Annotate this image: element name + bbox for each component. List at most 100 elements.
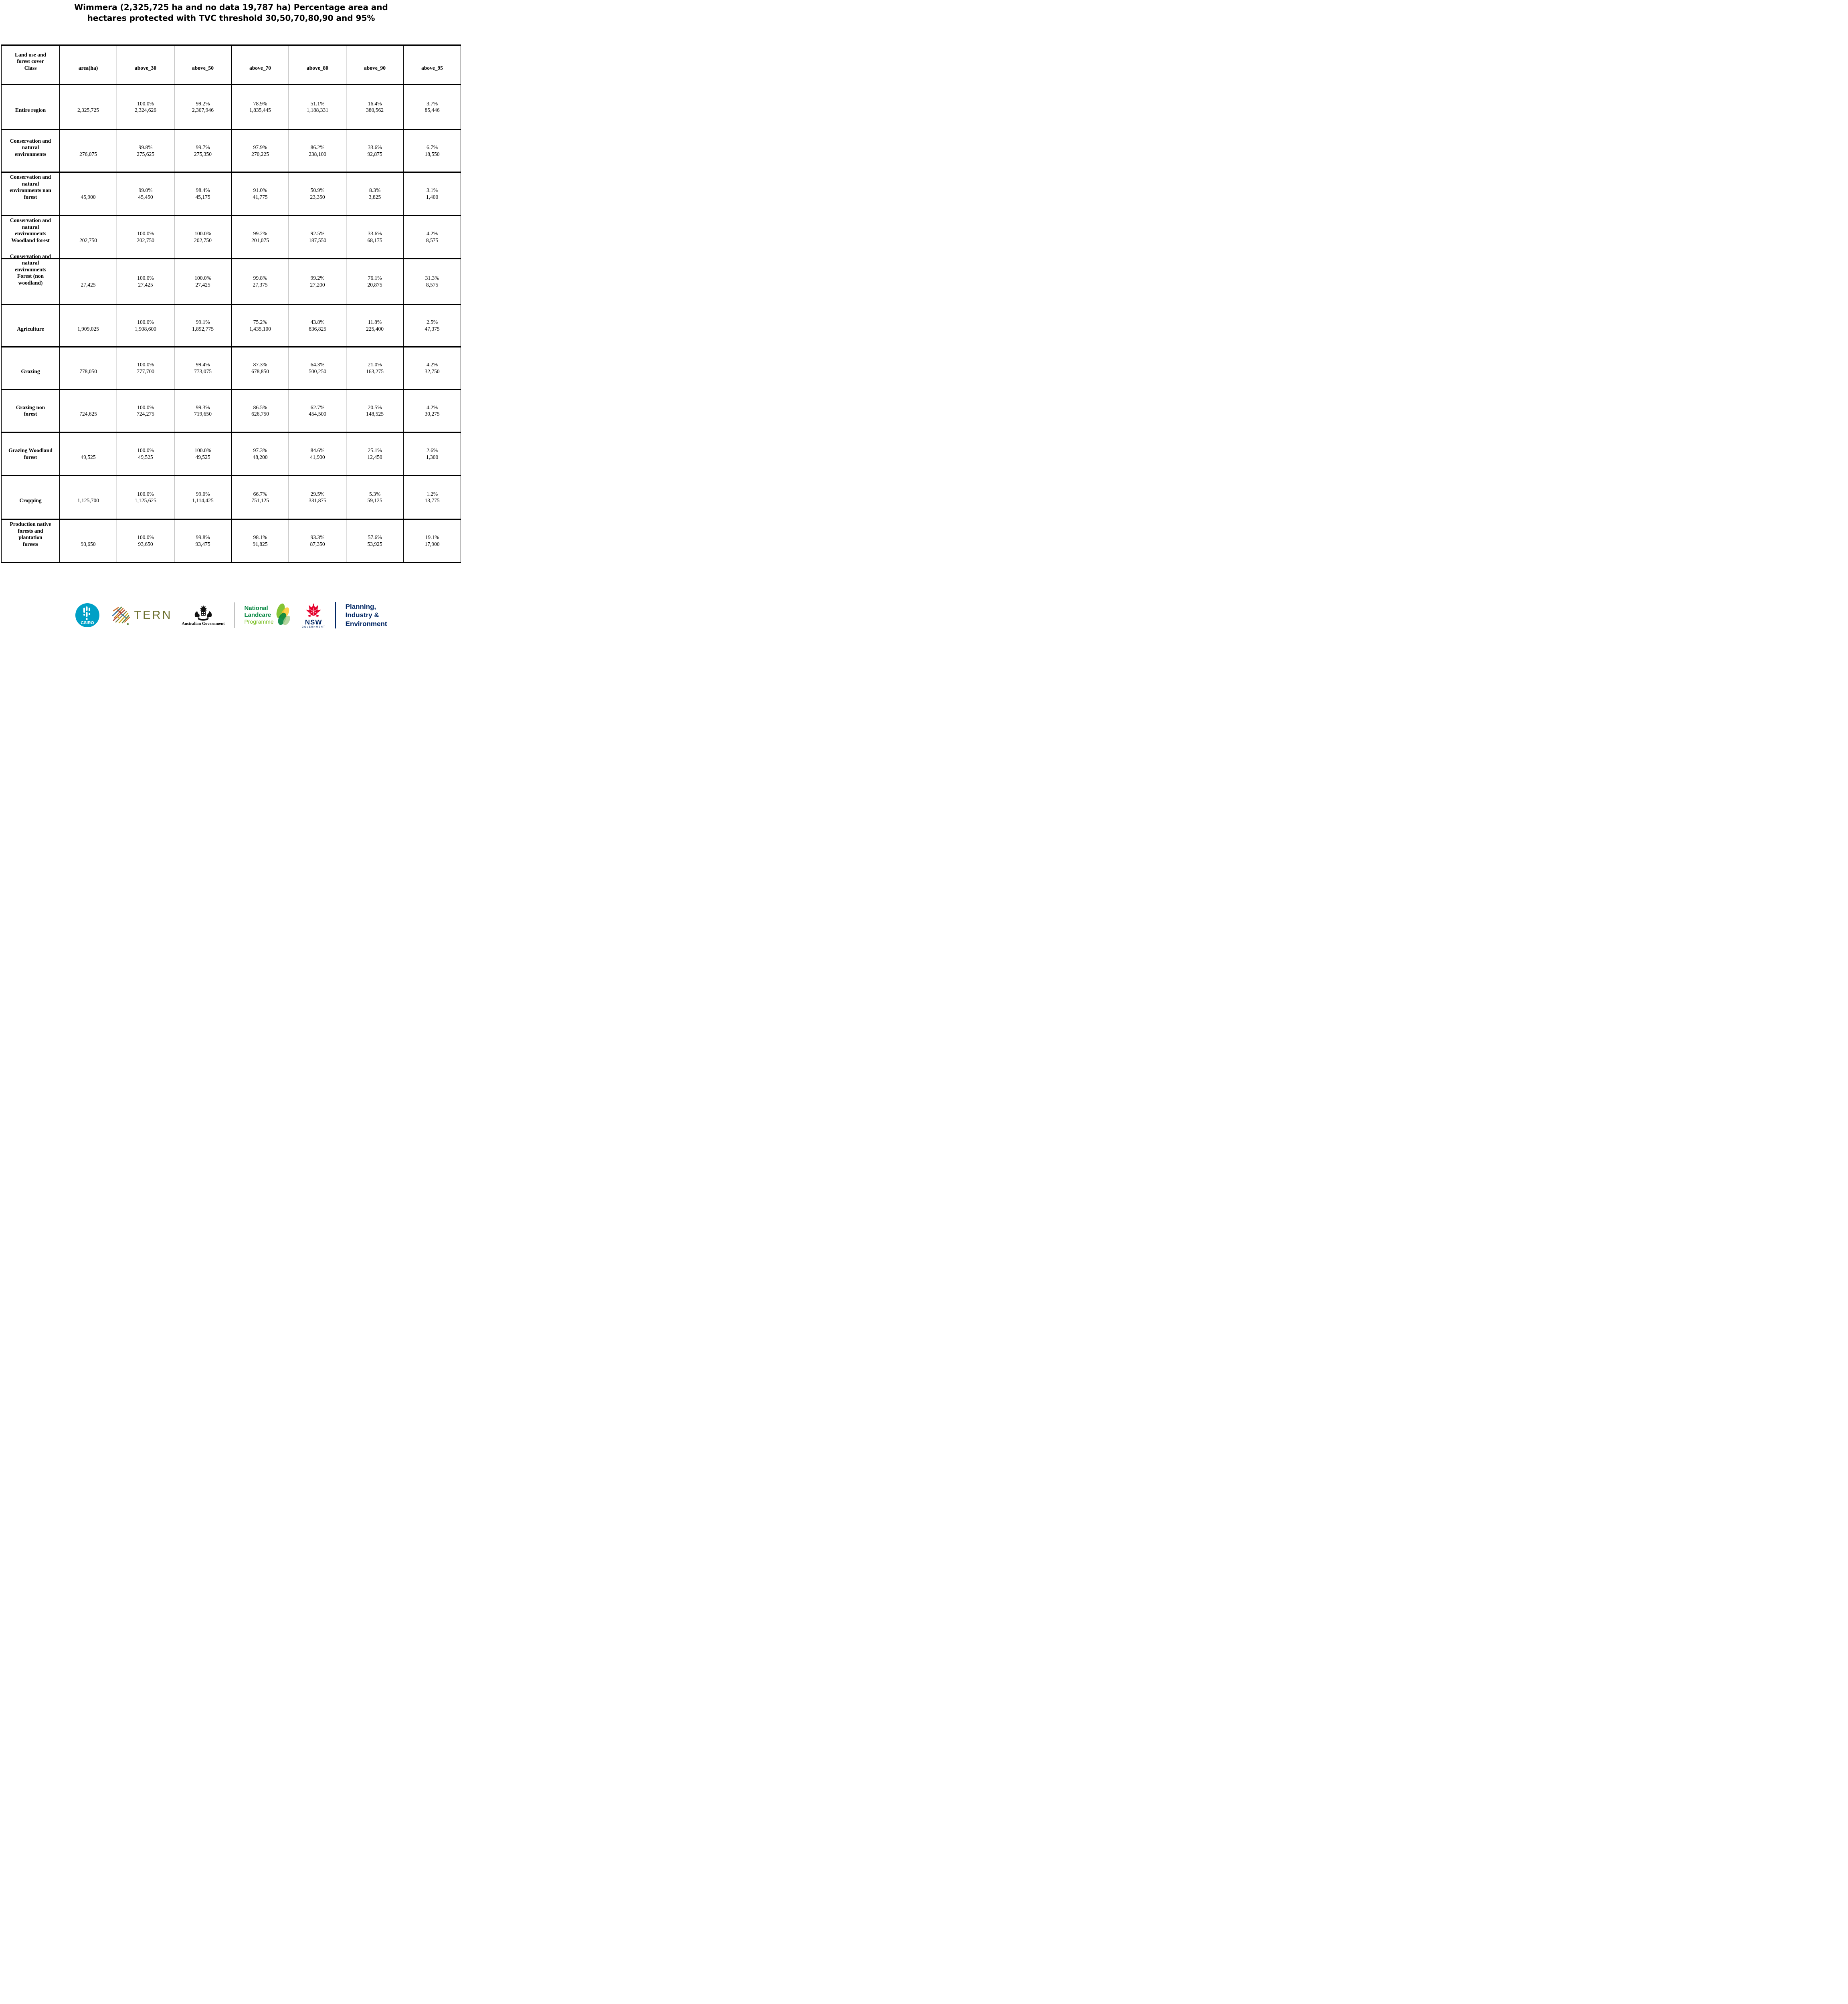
hectares-value: 68,175 bbox=[367, 237, 382, 243]
percent-value: 19.1% bbox=[425, 534, 439, 540]
header-text: above_80 bbox=[307, 65, 328, 71]
hectares-value: 91,825 bbox=[253, 541, 268, 547]
label-line: Agriculture bbox=[17, 325, 44, 332]
data-cell: 100.0% 1,908,600 bbox=[117, 305, 174, 346]
label-line: forest bbox=[24, 411, 37, 417]
hectares-value: 275,625 bbox=[137, 151, 154, 157]
table-row: Conservation and natural environments non f… bbox=[2, 172, 461, 215]
area-value: 27,425 bbox=[81, 281, 96, 288]
hectares-value: 92,875 bbox=[367, 151, 382, 157]
nsw-divider bbox=[335, 602, 336, 628]
table-header-row: Land use and forest cover Class area(ha)… bbox=[2, 44, 461, 84]
hectares-value: 202,750 bbox=[137, 237, 154, 243]
percent-value: 99.1% bbox=[196, 319, 210, 325]
data-cell: 3.1% 1,400 bbox=[404, 173, 461, 215]
row-label-cell: Grazing non forest bbox=[2, 390, 60, 432]
header-text: Land use and bbox=[14, 51, 47, 58]
hectares-value: 724,275 bbox=[137, 411, 154, 417]
figure-title-line1: Wimmera (2,325,725 ha and no data 19,787… bbox=[74, 2, 388, 12]
data-cell: 51.1% 1,188,331 bbox=[289, 85, 346, 129]
hectares-value: 3,825 bbox=[368, 194, 381, 200]
hectares-value: 719,650 bbox=[194, 411, 212, 417]
csiro-label: CSIRO bbox=[81, 620, 94, 625]
data-cell: 99.8% 27,375 bbox=[232, 259, 289, 304]
header-cell-above-50: above_50 bbox=[174, 46, 232, 84]
data-cell: 100.0% 724,275 bbox=[117, 390, 174, 432]
percent-value: 76.1% bbox=[368, 275, 382, 281]
data-cell: 99.1% 1,892,775 bbox=[174, 305, 232, 346]
landcare-label-line: Programme bbox=[244, 618, 274, 625]
percent-value: 99.0% bbox=[196, 491, 210, 497]
hectares-value: 773,075 bbox=[194, 368, 212, 374]
hectares-value: 93,650 bbox=[138, 541, 153, 547]
data-cell: 86.5% 626,750 bbox=[232, 390, 289, 432]
data-cell: 76.1% 20,875 bbox=[346, 259, 404, 304]
data-cell: 99.4% 773,075 bbox=[174, 347, 232, 389]
percent-value: 100.0% bbox=[194, 230, 211, 236]
hectares-value: 48,200 bbox=[253, 454, 268, 460]
data-cell: 29.5% 331,875 bbox=[289, 476, 346, 519]
hectares-value: 27,375 bbox=[253, 281, 268, 288]
hectares-value: 18,550 bbox=[425, 151, 440, 157]
percent-value: 16.4% bbox=[368, 100, 382, 107]
data-cell: 100.0% 93,650 bbox=[117, 520, 174, 562]
percent-value: 8.3% bbox=[369, 187, 381, 193]
hectares-value: 41,900 bbox=[310, 454, 325, 460]
row-label: Conservation and natural environments Woodl… bbox=[10, 217, 51, 244]
row-label-cell: Grazing Woodland forest bbox=[2, 433, 60, 475]
data-cell: 99.2% 201,075 bbox=[232, 216, 289, 258]
percent-value: 31.3% bbox=[425, 275, 439, 281]
data-cell: 4.2% 30,275 bbox=[404, 390, 461, 432]
percent-value: 3.1% bbox=[426, 187, 438, 193]
area-cell: 49,525 bbox=[60, 433, 117, 475]
row-label: Cropping bbox=[19, 491, 41, 504]
data-cell: 100.0% 202,750 bbox=[174, 216, 232, 258]
label-line: Conservation and bbox=[10, 253, 51, 259]
label-line: Cropping bbox=[19, 497, 42, 503]
hectares-value: 1,400 bbox=[426, 194, 439, 200]
percent-value: 3.7% bbox=[426, 100, 438, 107]
hectares-value: 17,900 bbox=[425, 541, 440, 547]
percent-value: 99.8% bbox=[196, 534, 210, 540]
percent-value: 100.0% bbox=[137, 319, 154, 325]
header-text: forest cover bbox=[17, 58, 44, 64]
percent-value: 99.2% bbox=[310, 275, 325, 281]
nsw-government-logo: NSW GOVERNMENT bbox=[302, 602, 326, 628]
area-cell: 27,425 bbox=[60, 259, 117, 304]
table-row: Grazing non forest 724,625 100.0% 724,275… bbox=[2, 389, 461, 432]
percent-value: 51.1% bbox=[310, 100, 325, 107]
percent-value: 20.5% bbox=[368, 404, 382, 410]
table-row: Conservation and natural environments Woodl… bbox=[2, 215, 461, 258]
hectares-value: 1,892,775 bbox=[192, 325, 214, 332]
header-text: above_30 bbox=[135, 65, 156, 71]
hectares-value: 85,446 bbox=[425, 107, 440, 113]
percent-value: 78.9% bbox=[253, 100, 267, 107]
label-line: Conservation and bbox=[10, 174, 51, 180]
table-body: Entire region 2,325,725 100.0% 2,324,626… bbox=[2, 84, 461, 562]
percent-value: 75.2% bbox=[253, 319, 267, 325]
row-label-cell: Conservation and natural environments Fores… bbox=[2, 253, 60, 304]
data-table: Land use and forest cover Class area(ha)… bbox=[1, 44, 461, 563]
hectares-value: 32,750 bbox=[425, 368, 440, 374]
hectares-value: 1,188,331 bbox=[307, 107, 328, 113]
percent-value: 98.4% bbox=[196, 187, 210, 193]
data-cell: 5.3% 59,125 bbox=[346, 476, 404, 519]
header-cell-above-90: above_90 bbox=[346, 46, 404, 84]
percent-value: 100.0% bbox=[137, 404, 154, 410]
row-label-cell: Cropping bbox=[2, 476, 60, 519]
percent-value: 100.0% bbox=[137, 534, 154, 540]
label-line: Conservation and bbox=[10, 217, 51, 223]
data-cell: 66.7% 751,125 bbox=[232, 476, 289, 519]
data-cell: 43.8% 836,825 bbox=[289, 305, 346, 346]
hectares-value: 163,275 bbox=[366, 368, 384, 374]
percent-value: 86.2% bbox=[310, 144, 325, 150]
data-cell: 99.8% 93,475 bbox=[174, 520, 232, 562]
row-label: Grazing non forest bbox=[16, 404, 45, 418]
label-line: environments bbox=[14, 230, 47, 236]
percent-value: 6.7% bbox=[426, 144, 438, 150]
hectares-value: 49,525 bbox=[138, 454, 153, 460]
hectares-value: 49,525 bbox=[195, 454, 210, 460]
data-cell: 4.2% 8,575 bbox=[404, 216, 461, 258]
percent-value: 86.5% bbox=[253, 404, 267, 410]
header-text: above_95 bbox=[421, 65, 443, 71]
